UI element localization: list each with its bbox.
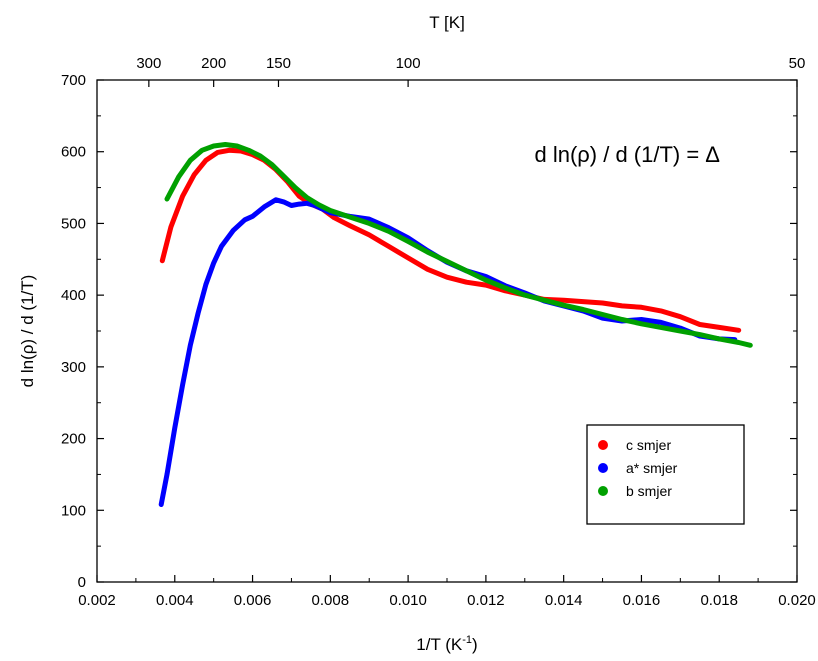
- legend-label: c smjer: [626, 437, 671, 453]
- x-axis-tick-labels: 0.002 0.004 0.006 0.008 0.010 0.012 0.014 0.016…: [78, 592, 816, 609]
- y-tick-label: 200: [61, 431, 86, 448]
- x-tick-label: 0.020: [778, 592, 816, 609]
- legend-label: a* smjer: [626, 460, 678, 476]
- top-tick-label: 200: [201, 55, 226, 72]
- y-axis-ticks: [97, 79, 797, 583]
- legend-label: b smjer: [626, 483, 672, 499]
- y-tick-label: 600: [61, 144, 86, 161]
- x-tick-label: 0.008: [312, 592, 350, 609]
- legend: c smjer a* smjer b smjer: [586, 424, 745, 525]
- legend-marker: [598, 440, 608, 450]
- x-tick-label: 0.002: [78, 592, 116, 609]
- annotation: d ln(ρ) / d (1/T) = Δ: [534, 142, 720, 167]
- y-tick-label: 100: [61, 502, 86, 519]
- series-line-1: [159, 147, 742, 333]
- top-axis-label: T [K]: [429, 13, 465, 32]
- top-tick-label: 100: [396, 55, 421, 72]
- y-axis-tick-labels: 0 100 200 300 400 500 600 700: [61, 72, 86, 591]
- x-tick-label: 0.010: [389, 592, 427, 609]
- y-tick-label: 400: [61, 287, 86, 304]
- series-layer: [158, 142, 753, 507]
- x-axis-label-end: ): [472, 635, 478, 654]
- x-tick-label: 0.016: [623, 592, 661, 609]
- top-tick-label: 150: [266, 55, 291, 72]
- legend-box: [586, 424, 745, 525]
- y-tick-label: 300: [61, 359, 86, 376]
- x-axis-label-sup: -1: [462, 634, 472, 646]
- x-axis-ticks: [96, 575, 798, 582]
- x-tick-label: 0.006: [234, 592, 272, 609]
- x-tick-label: 0.012: [467, 592, 505, 609]
- top-axis-ticks: [148, 80, 798, 87]
- top-tick-label: 300: [136, 55, 161, 72]
- x-tick-label: 0.014: [545, 592, 583, 609]
- top-axis-tick-labels: 300 200 150 100 50: [136, 55, 805, 72]
- y-tick-label: 500: [61, 215, 86, 232]
- y-axis-label: d ln(ρ) / d (1/T): [18, 275, 37, 388]
- y-tick-label: 700: [61, 72, 86, 89]
- top-tick-label: 50: [789, 55, 806, 72]
- legend-marker: [598, 463, 608, 473]
- legend-items: c smjer a* smjer b smjer: [598, 437, 678, 499]
- y-tick-label: 0: [78, 574, 86, 591]
- legend-marker: [598, 486, 608, 496]
- x-tick-label: 0.004: [156, 592, 194, 609]
- x-tick-label: 0.018: [700, 592, 738, 609]
- x-axis-label: 1/T (K-1): [416, 634, 477, 654]
- x-axis-label-base: 1/T (K: [416, 635, 463, 654]
- series-line-3: [164, 142, 753, 348]
